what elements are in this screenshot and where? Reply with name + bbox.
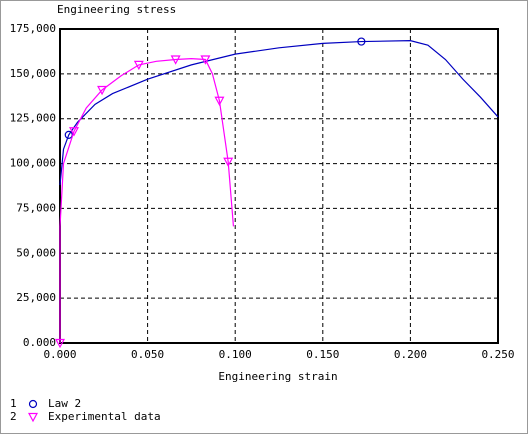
marker <box>223 157 234 168</box>
x-tick-label: 0.250 <box>481 348 514 361</box>
legend-label: Experimental data <box>48 410 161 423</box>
y-tick-label: 50,000 <box>16 246 56 259</box>
legend-number: 1 <box>10 397 17 410</box>
y-tick-label: 150,000 <box>10 67 56 80</box>
y-tick-label: 25,000 <box>16 291 56 304</box>
x-tick-label: 0.000 <box>43 348 76 361</box>
marker <box>97 85 108 96</box>
series-line <box>59 58 235 343</box>
marker <box>170 55 181 65</box>
y-tick-label: 0.000 <box>23 336 56 349</box>
legend-label: Law 2 <box>48 397 81 410</box>
plot-frame <box>59 28 499 344</box>
legend-marker <box>28 399 38 409</box>
y-tick-label: 100,000 <box>10 157 56 170</box>
x-axis-label: Engineering strain <box>218 370 337 383</box>
marker <box>357 37 366 46</box>
x-tick-label: 0.100 <box>219 348 252 361</box>
marker <box>133 60 144 71</box>
y-tick-label: 175,000 <box>10 22 56 35</box>
plot-area <box>60 29 498 343</box>
legend-number: 2 <box>10 410 17 423</box>
marker <box>69 127 80 137</box>
series-line <box>59 40 499 186</box>
x-tick-label: 0.200 <box>394 348 427 361</box>
chart-title: Engineering stress <box>57 3 176 16</box>
x-tick-label: 0.150 <box>306 348 339 361</box>
y-tick-label: 125,000 <box>10 112 56 125</box>
x-tick-label: 0.050 <box>131 348 164 361</box>
marker <box>200 55 211 65</box>
y-tick-label: 75,000 <box>16 201 56 214</box>
legend-marker <box>28 412 38 423</box>
marker <box>214 96 225 107</box>
marker <box>55 338 65 349</box>
